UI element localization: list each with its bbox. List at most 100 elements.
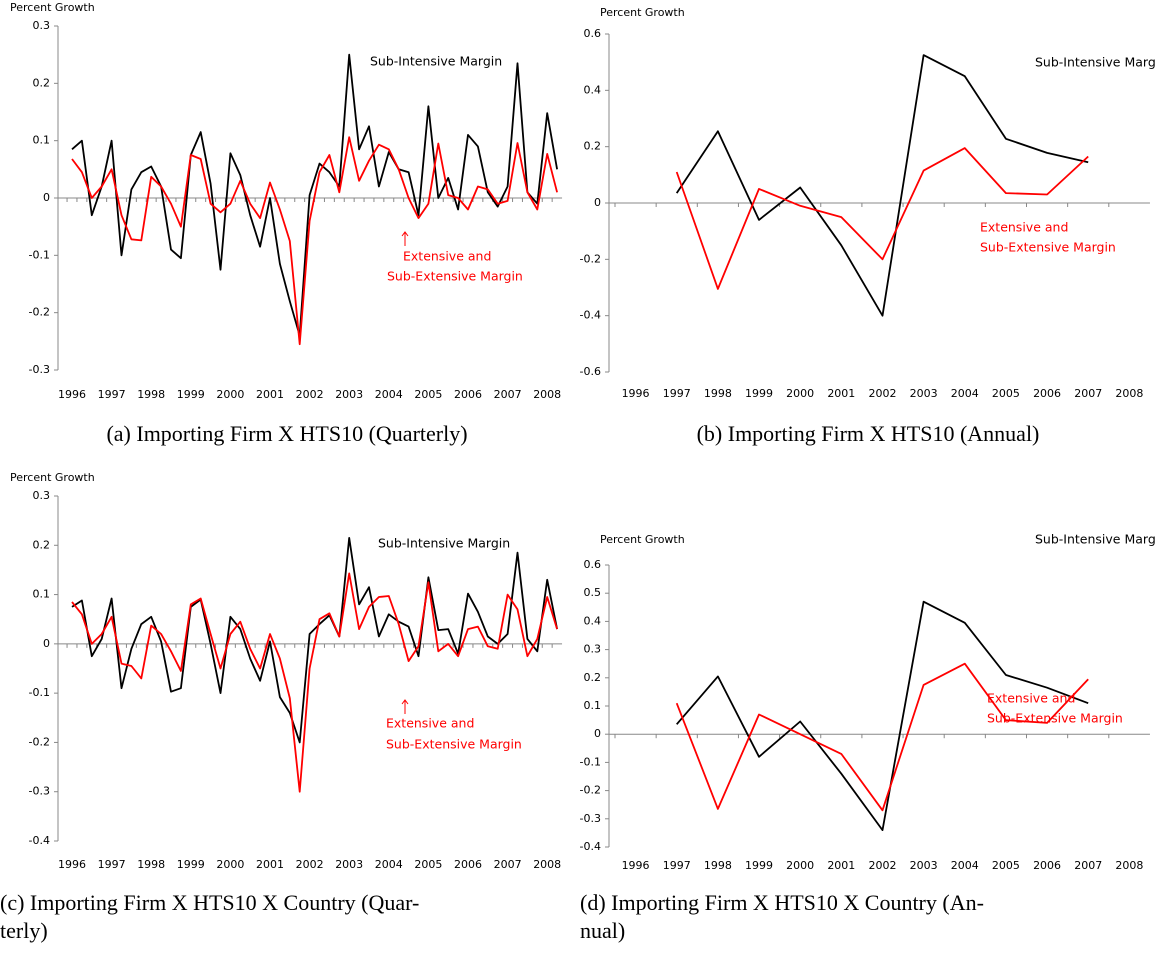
x-tick-label: 2002 [868, 387, 896, 400]
y-tick-label: -0.4 [29, 834, 50, 847]
x-tick-label: 2003 [335, 388, 363, 401]
y-tick-label: 0.2 [33, 538, 51, 551]
x-tick-label: 1996 [58, 388, 86, 401]
y-tick-label: -0.2 [29, 306, 50, 319]
x-tick-label: 2000 [786, 859, 814, 872]
x-tick-label: 2000 [216, 858, 244, 871]
annotation: Extensive and [386, 716, 474, 731]
annotation: Sub-Intensive Margin [378, 536, 510, 551]
data-line [71, 53, 558, 337]
x-tick-label: 2004 [951, 387, 979, 400]
y-tick-label: -0.1 [580, 755, 601, 768]
x-tick-label: 2008 [1115, 387, 1143, 400]
caption: terly) [0, 918, 48, 943]
y-tick-label: -0.2 [580, 784, 601, 797]
y-axis-label: Percent Growth [600, 533, 685, 546]
x-tick-label: 1999 [177, 388, 205, 401]
data-line [675, 147, 1089, 290]
annotation: Sub-Intensive Margin [1035, 532, 1156, 547]
y-tick-label: 0 [594, 727, 601, 740]
x-tick-label: 1996 [622, 387, 650, 400]
x-tick-label: 2007 [1074, 859, 1102, 872]
y-tick-label: 0.6 [584, 27, 602, 40]
data-line [71, 537, 558, 744]
x-tick-label: 1998 [137, 388, 165, 401]
y-tick-label: -0.3 [29, 363, 50, 376]
y-tick-label: 0.1 [33, 134, 51, 147]
annotation: Sub-Intensive Margin [1035, 55, 1156, 70]
y-tick-label: 0.3 [584, 643, 602, 656]
x-tick-label: 2002 [868, 859, 896, 872]
data-line [676, 600, 1089, 831]
annotation: Sub-Intensive Margin [370, 54, 502, 69]
arrow-head [401, 231, 409, 237]
y-tick-label: -0.2 [29, 735, 50, 748]
x-tick-label: 2005 [992, 387, 1020, 400]
annotation: Sub-Extensive Margin [386, 737, 522, 752]
y-axis-label: Percent Growth [10, 471, 95, 484]
y-tick-label: 0.4 [584, 83, 602, 96]
annotation: Sub-Extensive Margin [387, 269, 523, 284]
y-tick-label: -0.1 [29, 248, 50, 261]
data-line [675, 662, 1089, 812]
x-tick-label: 2001 [256, 388, 284, 401]
x-tick-label: 2006 [454, 858, 482, 871]
x-tick-label: 2006 [1033, 859, 1061, 872]
x-tick-label: 2003 [335, 858, 363, 871]
x-tick-label: 2000 [786, 387, 814, 400]
x-tick-label: 2008 [533, 858, 561, 871]
y-tick-label: 0.6 [584, 558, 602, 571]
annotation: Extensive and [980, 220, 1068, 235]
x-tick-label: 2008 [533, 388, 561, 401]
annotation: Extensive and [403, 249, 491, 264]
x-tick-label: 1996 [58, 858, 86, 871]
x-tick-label: 2003 [910, 387, 938, 400]
x-tick-label: 1996 [622, 859, 650, 872]
y-axis-label: Percent Growth [10, 1, 95, 14]
y-tick-label: 0.3 [33, 19, 51, 32]
x-tick-label: 2005 [414, 858, 442, 871]
x-tick-label: 1999 [745, 859, 773, 872]
y-tick-label: 0.3 [33, 489, 51, 502]
x-tick-label: 2007 [494, 388, 522, 401]
x-tick-label: 1998 [704, 387, 732, 400]
x-tick-label: 1998 [137, 858, 165, 871]
y-tick-label: -0.1 [29, 686, 50, 699]
x-tick-label: 2001 [256, 858, 284, 871]
y-tick-label: -0.6 [580, 365, 601, 378]
x-tick-label: 1997 [98, 388, 126, 401]
x-tick-label: 2004 [951, 859, 979, 872]
y-tick-label: -0.3 [29, 785, 50, 798]
annotation: Sub-Extensive Margin [987, 711, 1123, 726]
x-tick-label: 1997 [663, 387, 691, 400]
y-tick-label: 0.1 [33, 588, 51, 601]
y-tick-label: -0.2 [580, 252, 601, 265]
annotation: Sub-Extensive Margin [980, 240, 1116, 255]
y-tick-label: -0.4 [580, 840, 601, 853]
data-line [71, 136, 558, 346]
x-tick-label: 1997 [663, 859, 691, 872]
y-tick-label: 0.5 [584, 586, 602, 599]
y-tick-label: 0.2 [33, 76, 51, 89]
x-tick-label: 1997 [98, 858, 126, 871]
x-tick-label: 2007 [1074, 387, 1102, 400]
x-tick-label: 2000 [216, 388, 244, 401]
x-tick-label: 1999 [177, 858, 205, 871]
x-tick-label: 2002 [296, 388, 324, 401]
x-tick-label: 2005 [992, 859, 1020, 872]
y-tick-label: 0.2 [584, 671, 602, 684]
x-tick-label: 2006 [1033, 387, 1061, 400]
annotation: Extensive and [987, 691, 1075, 706]
x-tick-label: 2001 [827, 859, 855, 872]
x-tick-label: 2006 [454, 388, 482, 401]
y-tick-label: 0 [43, 637, 50, 650]
x-tick-label: 2005 [414, 388, 442, 401]
y-tick-label: 0.1 [584, 699, 602, 712]
y-tick-label: 0 [594, 196, 601, 209]
y-tick-label: -0.4 [580, 309, 601, 322]
x-tick-label: 2001 [827, 387, 855, 400]
caption: (a) Importing Firm X HTS10 (Quarterly) [106, 421, 467, 446]
x-tick-label: 2002 [296, 858, 324, 871]
data-line [675, 54, 1089, 317]
